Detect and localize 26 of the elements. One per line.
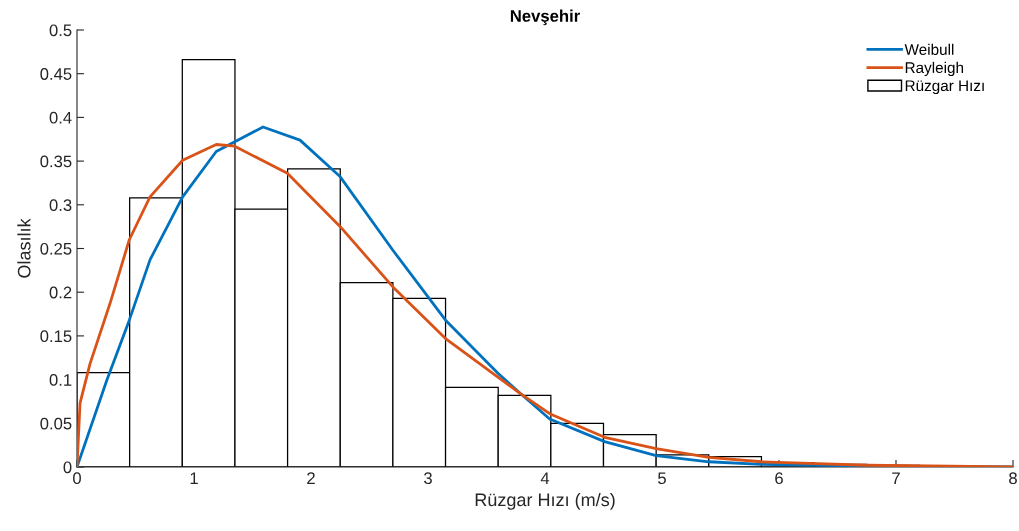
legend-label: Weibull [904, 43, 954, 55]
x-tick-label: 3 [424, 472, 432, 485]
x-tick-label: 7 [892, 472, 900, 484]
legend-label: Rayleigh [905, 61, 964, 77]
x-tick-label: 1 [190, 472, 198, 484]
y-tick-label: 0.3 [49, 199, 72, 211]
x-tick-label: 6 [775, 472, 783, 485]
y-axis-title: Olasılık [17, 218, 31, 278]
y-tick-label: 0 [63, 461, 72, 474]
y-tick-label: 0.1 [49, 374, 72, 386]
chart-title: Nevşehir [510, 9, 580, 26]
y-tick-label: 0.5 [49, 24, 72, 37]
y-tick-label: 0.2 [49, 286, 72, 299]
x-tick-label: 5 [658, 472, 666, 485]
y-tick-label: 0.4 [49, 111, 72, 124]
y-tick-label: 0.35 [40, 155, 72, 168]
x-axis-title: Rüzgar Hızı (m/s) [475, 492, 615, 510]
x-tick-label: 0 [73, 472, 81, 485]
x-tick-label: 8 [1009, 472, 1017, 485]
x-tick-label: 4 [540, 472, 550, 484]
y-tick-label: 0.45 [40, 68, 72, 80]
legend-label: Rüzgar Hızı [905, 80, 984, 95]
y-tick-label: 0.05 [40, 417, 72, 430]
x-tick-label: 2 [307, 472, 315, 484]
y-tick-label: 0.15 [40, 330, 72, 343]
y-tick-label: 0.25 [40, 242, 72, 255]
